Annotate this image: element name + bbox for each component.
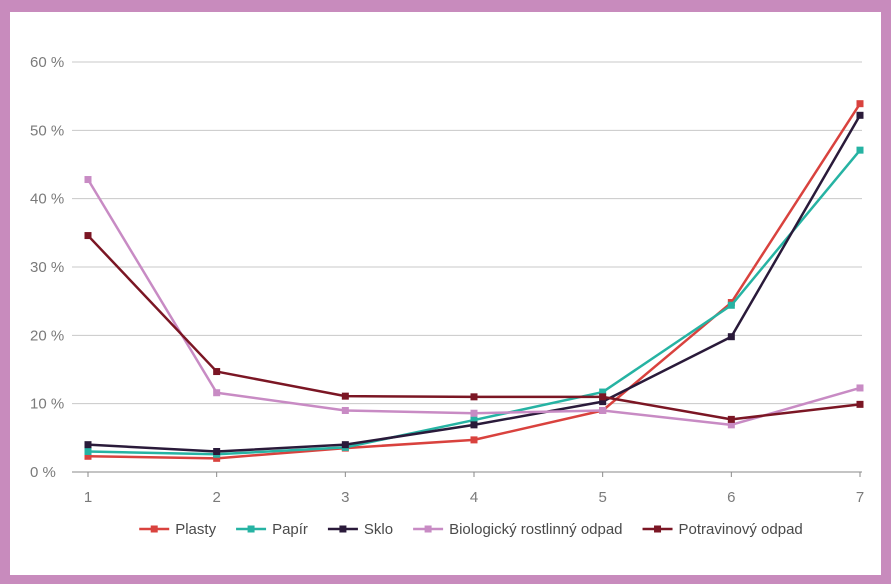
y-tick-label: 10 % xyxy=(30,396,64,413)
data-point xyxy=(341,441,349,449)
y-tick-label: 50 % xyxy=(30,122,64,139)
data-point xyxy=(84,232,92,240)
x-tick-label: 7 xyxy=(856,489,864,506)
x-tick-label: 4 xyxy=(470,489,478,506)
data-point xyxy=(213,448,221,455)
data-point xyxy=(84,176,92,184)
data-point xyxy=(599,388,607,396)
data-point xyxy=(856,384,864,392)
y-tick-label: 40 % xyxy=(30,191,64,208)
data-point xyxy=(470,393,478,401)
x-tick-label: 2 xyxy=(212,489,220,506)
y-tick-label: 0 % xyxy=(30,464,56,481)
data-point xyxy=(856,111,864,119)
data-point xyxy=(213,389,221,397)
legend-label: Sklo xyxy=(364,521,393,538)
data-point xyxy=(599,407,607,414)
legend-label: Potravinový odpad xyxy=(679,521,803,538)
data-point xyxy=(727,421,735,429)
legend-symbol-marker xyxy=(150,525,158,533)
data-point xyxy=(470,416,478,424)
data-point xyxy=(727,333,735,341)
series-line-5 xyxy=(87,234,861,421)
legend-symbol-marker xyxy=(654,525,662,533)
data-point xyxy=(341,407,349,414)
data-point xyxy=(856,146,864,154)
data-point xyxy=(727,415,735,423)
data-point xyxy=(470,421,478,429)
data-point xyxy=(470,409,478,417)
series-line-1 xyxy=(87,103,862,460)
legend-symbol-marker xyxy=(339,525,347,533)
x-tick-label: 3 xyxy=(341,489,349,506)
data-point xyxy=(84,448,92,455)
data-point xyxy=(213,368,221,376)
x-tick-label: 5 xyxy=(598,489,606,506)
data-point xyxy=(470,436,478,444)
data-point xyxy=(599,393,607,401)
data-point xyxy=(856,100,864,108)
data-point xyxy=(341,392,349,400)
series-line-4 xyxy=(86,178,861,427)
y-tick-label: 60 % xyxy=(30,54,64,71)
data-point xyxy=(727,301,735,309)
legend-label: Biologický rostlinný odpad xyxy=(449,521,622,538)
legend-label: Plasty xyxy=(175,521,216,538)
y-tick-label: 30 % xyxy=(30,259,64,276)
data-point xyxy=(213,454,221,462)
legend-symbol-marker xyxy=(247,525,255,533)
data-point xyxy=(84,452,92,460)
x-tick-label: 1 xyxy=(84,489,92,506)
legend-label: Papír xyxy=(272,521,308,538)
y-tick-label: 20 % xyxy=(30,327,64,344)
data-point xyxy=(599,398,607,406)
data-point xyxy=(84,441,92,449)
data-point xyxy=(856,400,864,408)
series-line-2 xyxy=(87,149,861,456)
x-tick-label: 6 xyxy=(727,489,735,506)
legend-symbol-marker xyxy=(424,525,432,533)
